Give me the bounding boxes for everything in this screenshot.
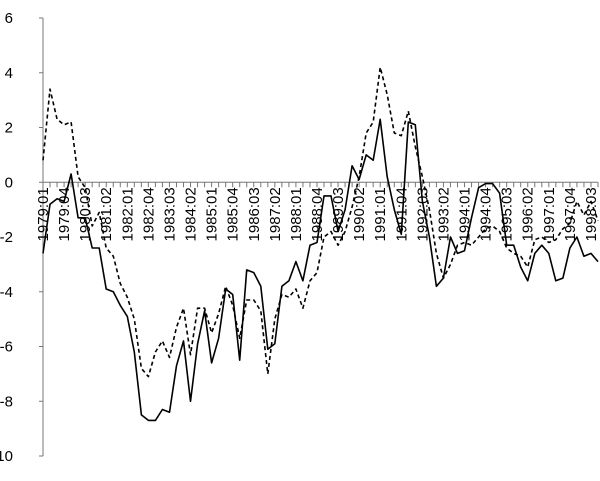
- x-tick-label: 1979:04: [56, 187, 73, 241]
- x-tick-label: 1995:03: [499, 187, 516, 241]
- x-tick-label: 1997:04: [562, 187, 579, 241]
- x-tick-label: 1994:01: [457, 187, 474, 241]
- x-tick-label: 1988:04: [309, 187, 326, 241]
- x-tick-label: 1982:04: [140, 187, 157, 241]
- series-line-solid: [42, 118, 599, 422]
- x-tick-label: 1993:02: [435, 187, 452, 241]
- y-tick-label: -10: [0, 448, 13, 465]
- y-tick-label: 0: [5, 174, 13, 191]
- x-tick-label: 1982:01: [119, 187, 136, 241]
- series-line-dashed: [42, 66, 599, 378]
- x-tick-label: 1979:01: [35, 187, 52, 241]
- y-tick-label: 2: [5, 120, 13, 137]
- x-tick-label: 1986:03: [246, 187, 263, 241]
- x-tick-label: 1988:01: [288, 187, 305, 241]
- y-tick-label: -4: [0, 284, 13, 301]
- x-tick-label: 1991:01: [372, 187, 389, 241]
- x-tick-label: 1990:02: [351, 187, 368, 241]
- x-tick-label: 1981:02: [98, 187, 115, 241]
- y-tick-label: -2: [0, 229, 13, 246]
- x-tick-label: 1985:04: [225, 187, 242, 241]
- y-tick-label: 6: [5, 10, 13, 27]
- y-tick-label: 4: [5, 65, 13, 82]
- x-tick-label: 1998:03: [583, 187, 600, 241]
- x-tick-label: 1980:03: [77, 187, 94, 241]
- x-tick-label: 1994:04: [478, 187, 495, 241]
- x-tick-label: 1989:03: [330, 187, 347, 241]
- x-tick-label: 1987:02: [267, 187, 284, 241]
- x-tick-label: 1983:03: [161, 187, 178, 241]
- y-tick-label: -8: [0, 393, 13, 410]
- x-tick-label: 1984:02: [183, 187, 200, 241]
- x-tick-label: 1997:01: [541, 187, 558, 241]
- y-tick-label: -6: [0, 339, 13, 356]
- x-tick-label: 1985:01: [204, 187, 221, 241]
- x-tick-label: 1996:02: [520, 187, 537, 241]
